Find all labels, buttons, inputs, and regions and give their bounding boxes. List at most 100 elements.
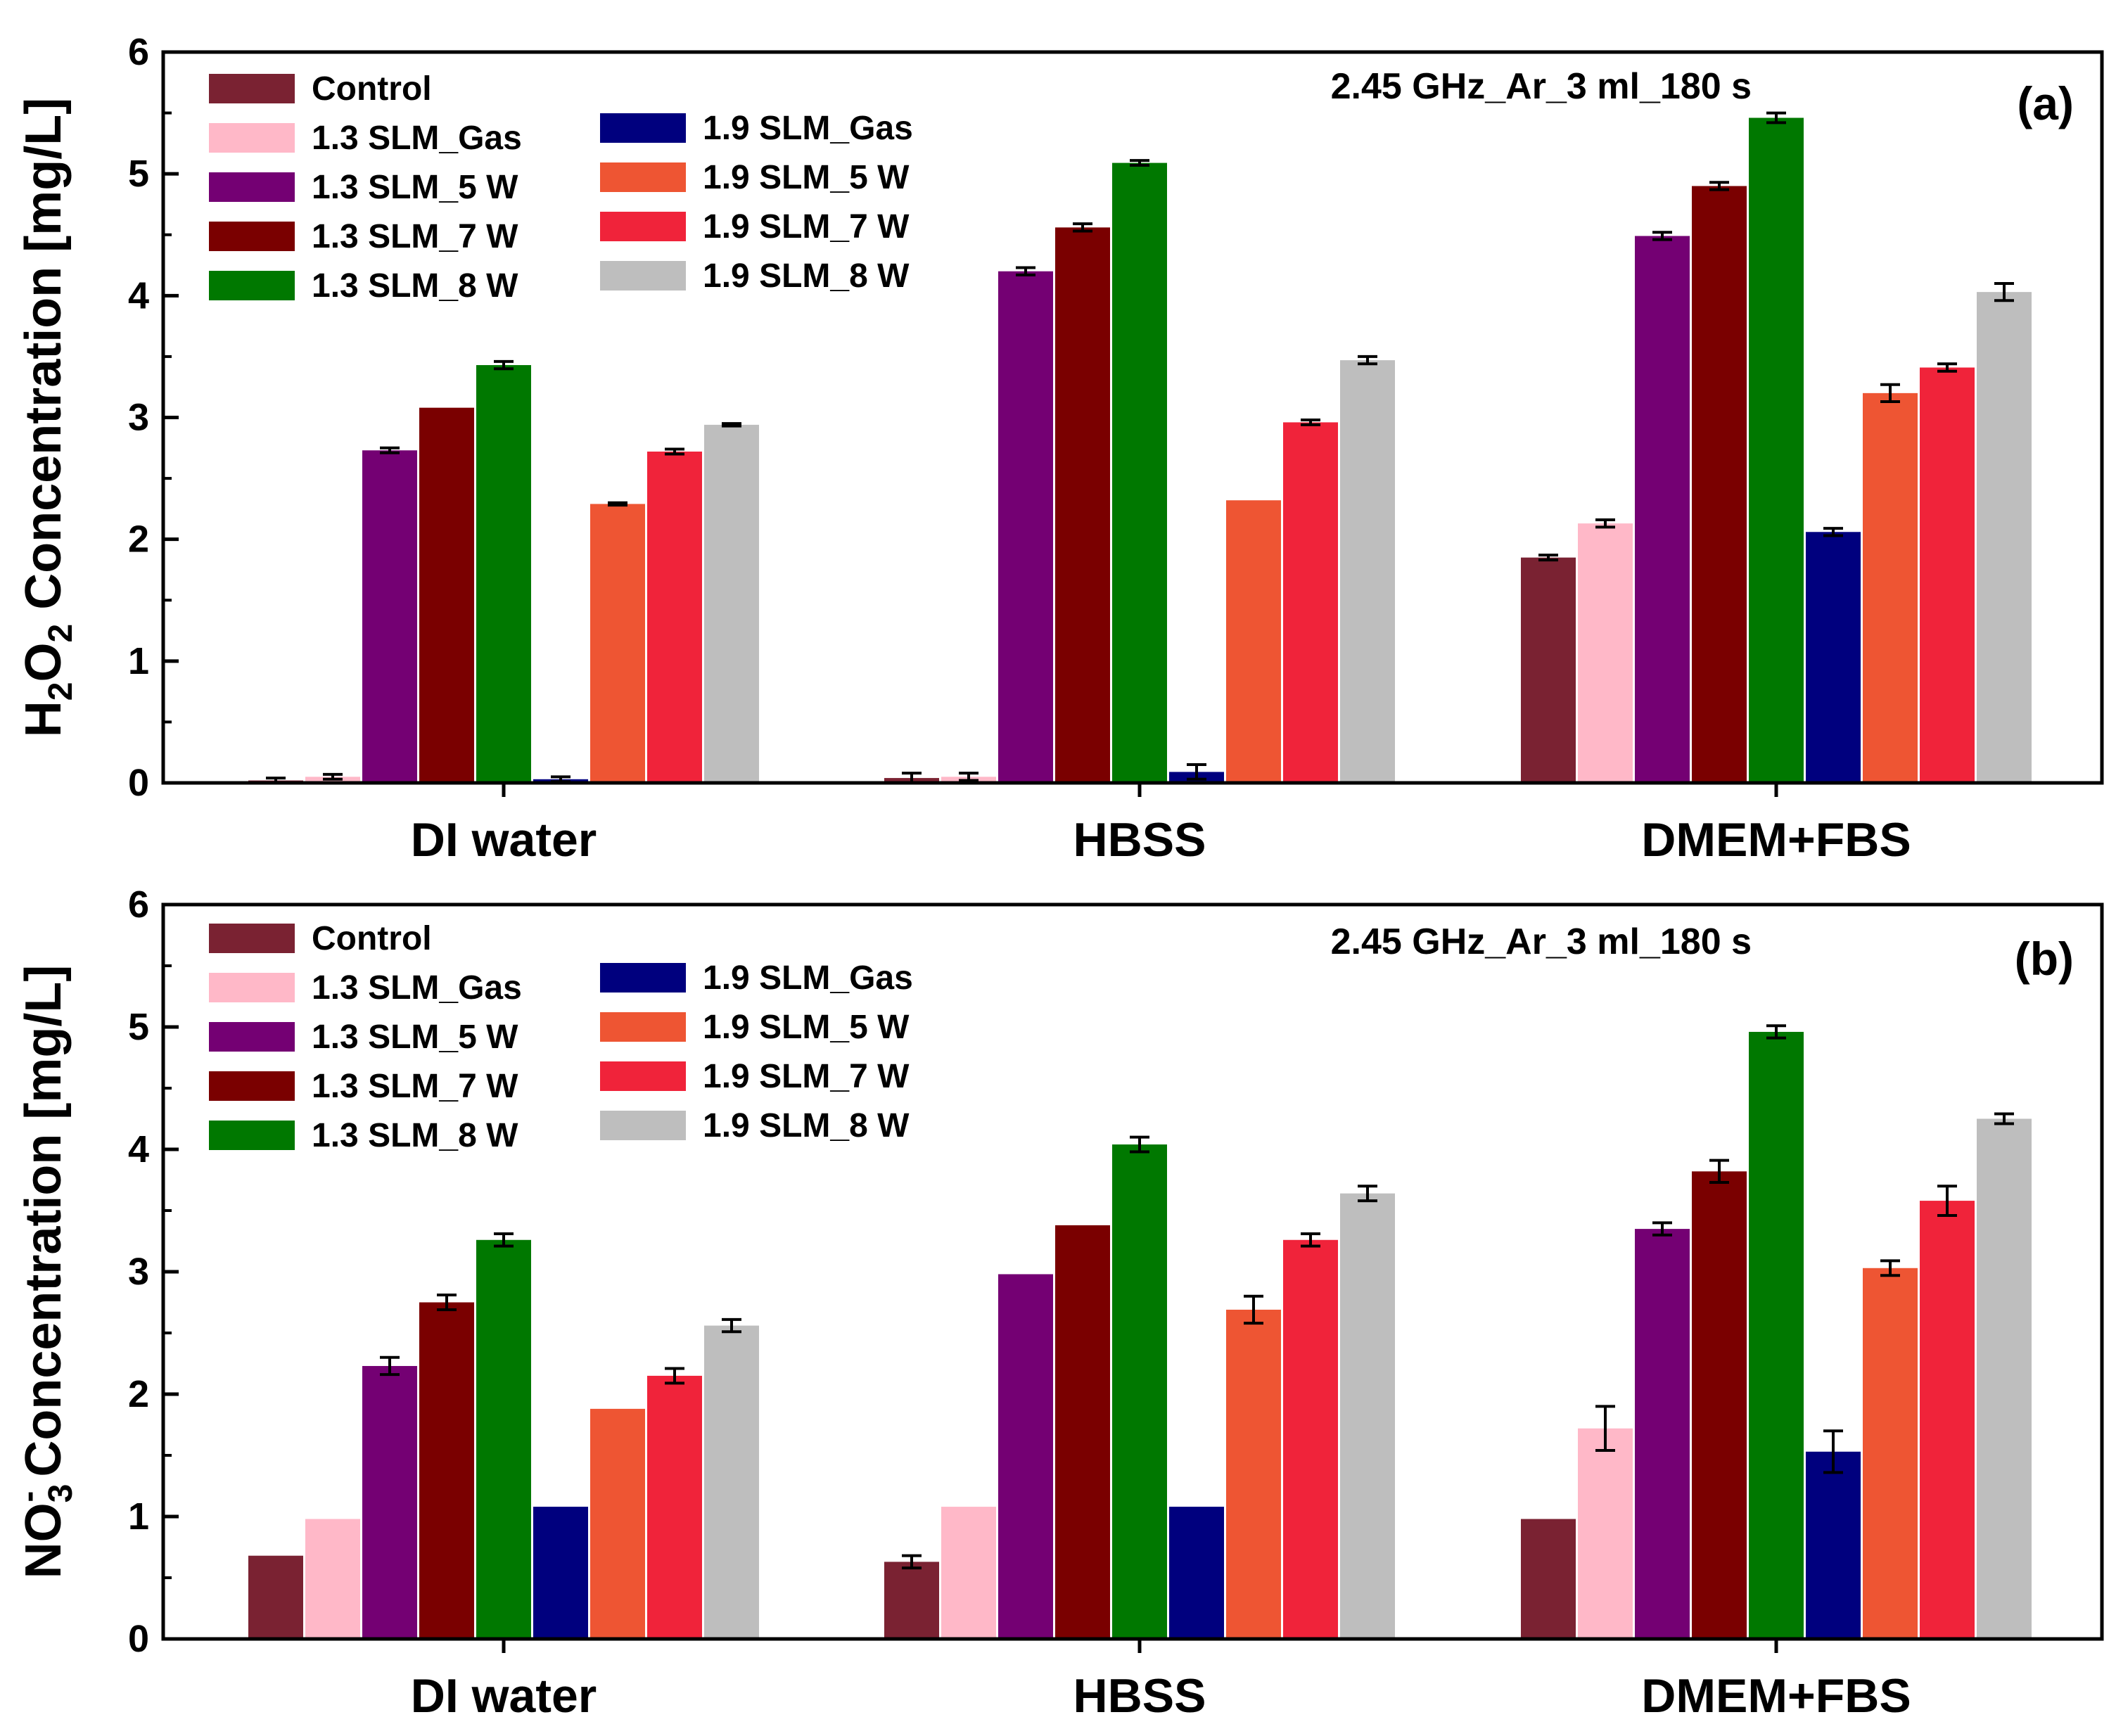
y-tick-label: 6 (128, 883, 149, 926)
bar (1521, 557, 1576, 783)
legend-swatch (209, 1121, 295, 1150)
legend-label: Control (312, 920, 432, 957)
bar (1169, 1507, 1224, 1639)
legend-swatch (600, 1111, 686, 1140)
bar (1920, 367, 1975, 783)
bar (248, 1555, 303, 1639)
bar (419, 407, 474, 783)
legend-entry: 1.3 SLM_7 W (209, 218, 518, 255)
legend-entry: 1.3 SLM_5 W (209, 169, 518, 206)
legend-swatch (209, 123, 295, 153)
y-axis-label-part: 3 (42, 1484, 79, 1503)
legend-entry: 1.9 SLM_7 W (600, 208, 910, 245)
y-axis-label-part: - (10, 1491, 47, 1502)
bar (1112, 162, 1167, 783)
bar (1340, 360, 1395, 783)
x-tick-label: DMEM+FBS (1641, 1669, 1911, 1723)
legend-swatch (209, 74, 295, 103)
bar (1863, 1268, 1918, 1639)
bar (590, 504, 645, 783)
chart-panel-a: 0 1 2 3 4 5 6 DI water HBSS DMEM+FBS Control 1.3 SL… (15, 31, 2104, 867)
bar (1578, 523, 1633, 783)
legend-entry: 1.3 SLM_7 W (209, 1068, 518, 1105)
legend-label: 1.3 SLM_5 W (312, 1019, 518, 1056)
legend-swatch (209, 1022, 295, 1052)
bar (1635, 236, 1690, 783)
legend-entry: 1.9 SLM_5 W (600, 1009, 910, 1046)
legend-swatch (600, 212, 686, 241)
condition-annotation: 2.45 GHz_Ar_3 ml_180 s (1331, 921, 1752, 962)
legend-entry: 1.9 SLM_Gas (600, 959, 913, 997)
legend-entry: Control (209, 920, 432, 957)
bar (305, 1519, 360, 1639)
bar (1806, 1451, 1861, 1639)
bar (1977, 292, 2032, 784)
legend-label: 1.9 SLM_5 W (703, 159, 910, 196)
legend-label: 1.3 SLM_7 W (312, 218, 518, 255)
bar (590, 1408, 645, 1639)
y-axis-label-part: Concentration [mg/L] (15, 98, 72, 624)
legend-swatch (209, 172, 295, 202)
bar (362, 1365, 417, 1639)
bar (647, 451, 702, 783)
x-tick-label: HBSS (1073, 813, 1206, 867)
bar (1806, 532, 1861, 783)
bar (1283, 422, 1338, 783)
bar (1283, 1239, 1338, 1639)
y-axis-label-part: O (15, 642, 72, 682)
bar (998, 271, 1053, 783)
legend-entry: 1.3 SLM_8 W (209, 267, 518, 305)
bar (1055, 227, 1110, 783)
legend-label: 1.9 SLM_Gas (703, 110, 913, 147)
bar (1749, 117, 1804, 783)
y-axis-label-part: H (15, 701, 72, 737)
legend-entry: 1.3 SLM_Gas (209, 969, 522, 1007)
bar (476, 1239, 531, 1639)
legend-swatch (209, 222, 295, 251)
bar (476, 365, 531, 783)
x-tick-label: DMEM+FBS (1641, 813, 1911, 867)
bar (1112, 1144, 1167, 1639)
legend-label: 1.9 SLM_7 W (703, 1058, 910, 1095)
bar (998, 1274, 1053, 1639)
bar (704, 424, 759, 783)
legend-swatch (209, 1071, 295, 1101)
y-tick-label: 6 (128, 31, 149, 73)
bar (1055, 1225, 1110, 1639)
bar (533, 1507, 588, 1639)
legend-label: 1.9 SLM_7 W (703, 208, 910, 245)
legend-label: 1.9 SLM_8 W (703, 257, 910, 295)
y-tick-label: 0 (128, 1618, 149, 1660)
legend-entry: Control (209, 70, 432, 108)
x-tick-label: DI water (411, 1669, 597, 1723)
y-tick-label: 2 (128, 1373, 149, 1415)
bar (1692, 1171, 1747, 1639)
legend-label: 1.3 SLM_8 W (312, 267, 518, 305)
chart-panel-b: 0 1 2 3 4 5 6 DI water HBSS DMEM+FBS Control 1.3 SL… (10, 883, 2104, 1723)
legend-label: 1.3 SLM_Gas (312, 120, 522, 157)
bar (941, 1507, 996, 1639)
x-tick-label: HBSS (1073, 1669, 1206, 1723)
legend-swatch (209, 973, 295, 1002)
legend-label: 1.9 SLM_8 W (703, 1107, 910, 1144)
condition-annotation: 2.45 GHz_Ar_3 ml_180 s (1331, 66, 1752, 107)
y-tick-label: 5 (128, 1006, 149, 1048)
bar (1340, 1193, 1395, 1639)
y-tick-label: 4 (128, 1128, 149, 1170)
bar (1863, 392, 1918, 783)
legend-entry: 1.3 SLM_8 W (209, 1117, 518, 1154)
y-axis-label-part: 2 (42, 624, 79, 643)
legend-label: 1.3 SLM_Gas (312, 969, 522, 1007)
legend-label: 1.3 SLM_7 W (312, 1068, 518, 1105)
bar (704, 1325, 759, 1639)
legend-entry: 1.9 SLM_5 W (600, 159, 910, 196)
panel-label: (b) (2015, 933, 2074, 985)
x-tick-label: DI water (411, 813, 597, 867)
bar (1226, 500, 1281, 783)
legend-entry: 1.3 SLM_5 W (209, 1019, 518, 1056)
legend-swatch (209, 924, 295, 953)
y-axis-label: NO3- Concentration [mg/L] (10, 965, 79, 1579)
y-axis-label-part: Concentration [mg/L] (15, 965, 72, 1491)
legend-swatch (600, 113, 686, 143)
